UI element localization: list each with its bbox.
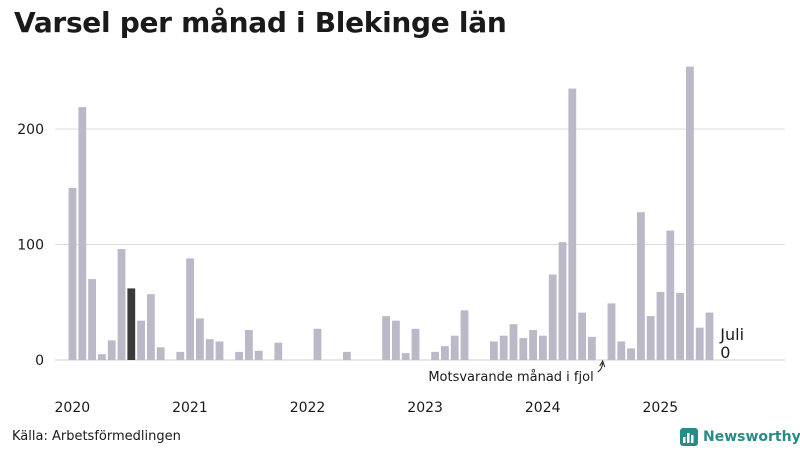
bar [637,212,645,360]
bar [392,320,400,360]
y-tick-labels: 0 100 200 [17,122,44,369]
bar [607,303,616,360]
bar [705,312,714,360]
bar [588,336,596,360]
bar [499,335,508,360]
annotation-arrowhead [599,359,606,368]
bar [343,351,351,360]
bar [137,320,145,360]
bar [441,346,449,360]
bar [107,340,116,360]
last-value-label: 0 [720,343,730,362]
chart-title: Varsel per månad i Blekinge län [14,6,507,39]
bar [382,316,390,360]
bar [490,341,498,360]
bar [411,328,420,360]
x-tick-label: 2025 [643,400,679,416]
bar [313,328,322,360]
bar [235,351,243,360]
x-tick-label: 2022 [290,400,326,416]
bar [431,351,439,360]
x-tick-label: 2024 [525,400,561,416]
bar-chart: 0 100 200 2020 2021 2022 2023 2024 2025 Motsvar… [17,66,785,416]
bar [539,335,547,360]
x-tick-label: 2020 [55,400,91,416]
bar [519,338,528,360]
bar [695,327,704,360]
x-tick-labels: 2020 2021 2022 2023 2024 2025 [55,400,679,416]
annotation-label: Motsvarande månad i fjol [428,370,593,385]
bar [666,230,675,360]
bar [460,310,469,360]
grid-lines [55,128,785,361]
bar [509,324,518,360]
bars [68,66,714,360]
source-note: Källa: Arbetsförmedlingen [12,429,181,444]
y-tick-label: 0 [35,353,44,369]
bar [254,350,263,360]
bar [450,335,459,360]
bar [627,348,635,360]
bar [117,249,126,360]
bar [578,312,586,360]
brand[interactable]: Newsworthy [680,428,800,446]
bar [529,330,537,360]
bar [88,279,96,360]
bar-highlight [127,288,136,360]
bar [274,342,283,360]
bar [676,293,684,360]
bar [186,258,194,360]
bar [176,351,185,360]
bar [196,318,204,360]
bar [78,107,87,360]
bar [686,66,694,360]
bar [548,274,557,360]
annotation-arrow [597,362,604,373]
bar [245,330,253,360]
brand-name: Newsworthy [703,429,800,445]
newsworthy-logo-icon [680,428,698,446]
x-tick-label: 2023 [407,400,443,416]
x-tick-label: 2021 [172,400,208,416]
bar [646,316,655,360]
y-tick-label: 200 [17,122,44,138]
last-month-label: Juli [719,325,744,344]
bar [98,354,106,360]
bar [568,88,577,360]
bar [147,294,155,360]
bar [68,187,77,360]
bar [401,353,410,360]
annotation: Motsvarande månad i fjol [428,359,606,385]
bar [205,339,214,360]
bar [156,347,165,360]
bar [215,341,224,360]
y-tick-label: 100 [17,238,44,254]
bar [656,291,665,360]
bar [617,341,626,360]
bar [558,242,567,360]
